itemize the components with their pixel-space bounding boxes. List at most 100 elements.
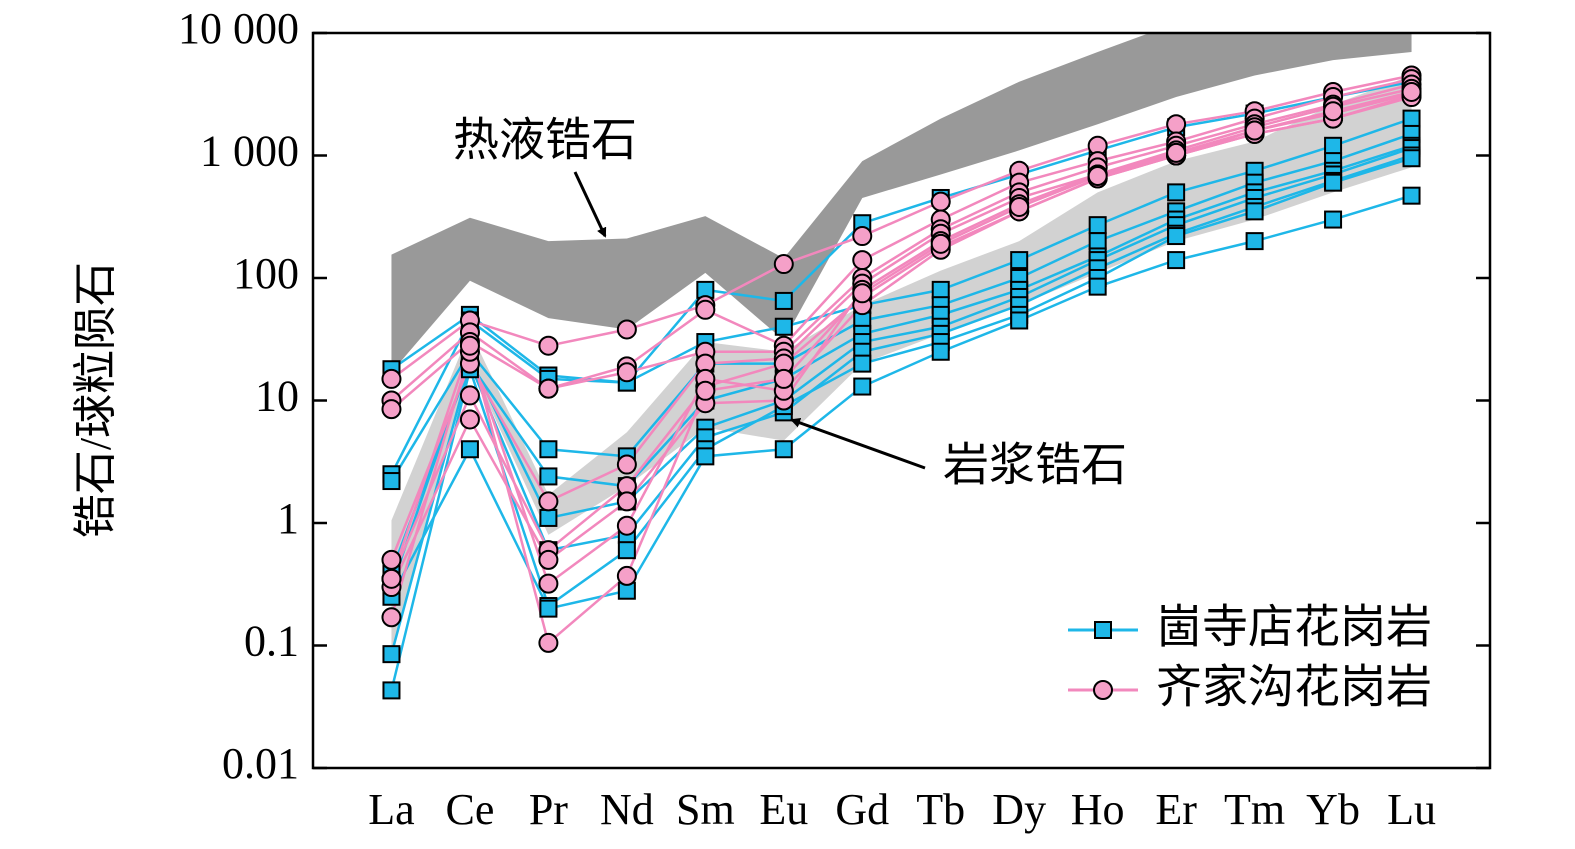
series-line [390,154,1412,655]
marker [1088,232,1107,251]
marker [616,362,637,383]
y-tick-label: 0.01 [222,739,299,788]
marker [382,645,401,664]
marker [381,368,402,389]
marker [617,541,636,560]
marker [1324,210,1343,229]
y-tick-label: 10 [255,372,299,421]
field-area [391,33,1412,373]
series-line [390,74,1412,380]
field-area [391,75,1412,658]
marker [1323,101,1344,122]
marker [616,319,637,340]
series-line [390,146,1412,588]
marker [539,508,558,527]
y-tick-label: 1 000 [200,127,299,176]
marker [1245,232,1264,251]
marker [459,385,480,406]
series-line [390,117,1412,475]
legend-marker [1093,680,1113,700]
marker [852,283,873,304]
marker [930,191,951,212]
marker [1402,109,1421,128]
y-tick-label: 100 [233,249,299,298]
marker [1088,216,1107,235]
marker [1401,81,1422,102]
marker [853,354,872,373]
marker [773,254,794,275]
marker [538,335,559,356]
marker [382,472,401,491]
annotation-arrow [573,171,607,238]
fields [391,33,1412,658]
marker [1402,186,1421,205]
marker [695,299,716,320]
x-tick-label: Tm [1224,785,1285,834]
marker [1402,149,1421,168]
marker [381,568,402,589]
marker [852,250,873,271]
marker [1167,227,1186,246]
marker [853,377,872,396]
axes: 0.01 0.1 1 10 100 1 000 10 000 La Ce Pr Nd Sm Eu Gd Tb… [178,4,1490,834]
marker [1167,183,1186,202]
marker [538,491,559,512]
marker [459,335,480,356]
x-tick-label: La [368,785,414,834]
marker [381,607,402,628]
legend-marker [1094,621,1112,639]
x-tick-label: Er [1155,785,1197,834]
marker [539,467,558,486]
x-tick-label: Lu [1387,785,1436,834]
series-line [390,194,1412,611]
marker [774,440,793,459]
x-tick-label: Dy [992,785,1046,834]
marker [1009,196,1030,217]
marker [852,226,873,247]
marker [931,342,950,361]
marker [695,380,716,401]
x-tick-label: Nd [600,785,654,834]
marker [381,549,402,570]
marker [773,368,794,389]
series-line [390,83,1412,411]
marker [1087,166,1108,187]
series-line [390,95,1412,618]
y-tick-label: 1 [277,494,299,543]
marker [1166,142,1187,163]
x-tick-label: Yb [1306,785,1360,834]
y-tick-label: 0.1 [244,617,299,666]
marker [930,233,951,254]
y-axis-label: 锆石/球粒陨石 [71,262,120,538]
marker [381,399,402,420]
marker [539,440,558,459]
x-tick-label: Pr [529,785,568,834]
marker [1088,277,1107,296]
x-tick-label: Ce [445,785,494,834]
marker [538,549,559,570]
marker [1245,202,1264,221]
marker [774,291,793,310]
marker [1166,114,1187,135]
marker [774,317,793,336]
marker [1324,136,1343,155]
x-tick-label: Eu [759,785,808,834]
marker [1167,251,1186,270]
marker [538,632,559,653]
marker [616,454,637,475]
series-line [390,90,1412,646]
series-line [390,157,1412,691]
marker [931,280,950,299]
marker [616,491,637,512]
marker [696,447,715,466]
annotation-arrow [790,418,926,470]
legend-label: 崮寺店花岗岩 [1156,600,1432,654]
marker [1324,173,1343,192]
x-tick-label: Tb [916,785,965,834]
series-line [390,87,1412,561]
marker [538,573,559,594]
series-line [390,80,1412,384]
